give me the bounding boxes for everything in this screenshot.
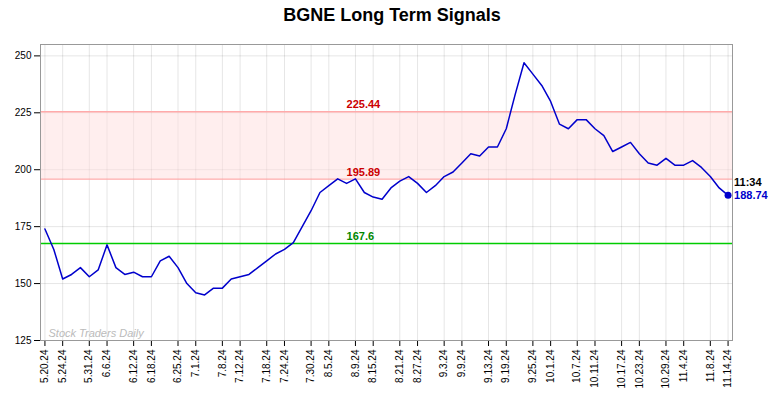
html-text:BGNE Long Term Signals: BGNE Long Term Signals <box>283 5 501 25</box>
svg-text:10.29.24: 10.29.24 <box>660 349 671 388</box>
svg-text:175: 175 <box>15 221 32 232</box>
svg-text:7.24.24: 7.24.24 <box>279 349 290 383</box>
svg-text:9.19.24: 9.19.24 <box>500 349 511 383</box>
svg-text:200: 200 <box>15 164 32 175</box>
svg-text:10.23.24: 10.23.24 <box>634 349 645 388</box>
svg-text:10.11.24: 10.11.24 <box>589 349 600 388</box>
svg-text:8.27.24: 8.27.24 <box>412 349 423 383</box>
svg-text:11.14.24: 11.14.24 <box>722 349 733 388</box>
svg-text:9.25.24: 9.25.24 <box>527 349 538 383</box>
svg-text:10.1.24: 10.1.24 <box>545 349 556 383</box>
svg-text:8.21.24: 8.21.24 <box>394 349 405 383</box>
svg-text:11.4.24: 11.4.24 <box>678 349 689 382</box>
svg-text:8.9.24: 8.9.24 <box>350 349 361 377</box>
svg-text:10.7.24: 10.7.24 <box>571 349 582 383</box>
svg-text:Stock Traders Daily: Stock Traders Daily <box>49 327 146 339</box>
svg-text:8.15.24: 8.15.24 <box>367 349 378 383</box>
svg-text:250: 250 <box>15 50 32 61</box>
svg-text:6.18.24: 6.18.24 <box>146 349 157 383</box>
svg-text:7.1.24: 7.1.24 <box>190 349 201 377</box>
svg-text:9.9.24: 9.9.24 <box>456 349 467 377</box>
svg-text:7.18.24: 7.18.24 <box>261 349 272 383</box>
svg-text:9.13.24: 9.13.24 <box>483 349 494 383</box>
svg-text:225.44: 225.44 <box>347 98 382 110</box>
svg-text:6.12.24: 6.12.24 <box>128 349 139 383</box>
svg-text:7.12.24: 7.12.24 <box>234 349 245 383</box>
svg-text:9.3.24: 9.3.24 <box>438 349 449 377</box>
svg-text:5.24.24: 5.24.24 <box>57 349 68 383</box>
svg-text:5.20.24: 5.20.24 <box>39 349 50 383</box>
svg-text:125: 125 <box>15 335 32 346</box>
svg-text:225: 225 <box>15 107 32 118</box>
svg-text:188.74: 188.74 <box>734 189 769 201</box>
svg-text:10.17.24: 10.17.24 <box>616 349 627 388</box>
svg-text:167.6: 167.6 <box>347 230 375 242</box>
svg-text:11.8.24: 11.8.24 <box>705 349 716 382</box>
svg-text:150: 150 <box>15 278 32 289</box>
svg-text:11:34: 11:34 <box>734 176 762 188</box>
svg-text:7.8.24: 7.8.24 <box>217 349 228 377</box>
svg-text:6.25.24: 6.25.24 <box>172 349 183 383</box>
svg-text:8.5.24: 8.5.24 <box>323 349 334 377</box>
svg-text:7.30.24: 7.30.24 <box>305 349 316 383</box>
svg-text:195.89: 195.89 <box>347 166 381 178</box>
svg-text:6.6.24: 6.6.24 <box>101 349 112 377</box>
svg-text:5.31.24: 5.31.24 <box>83 349 94 383</box>
